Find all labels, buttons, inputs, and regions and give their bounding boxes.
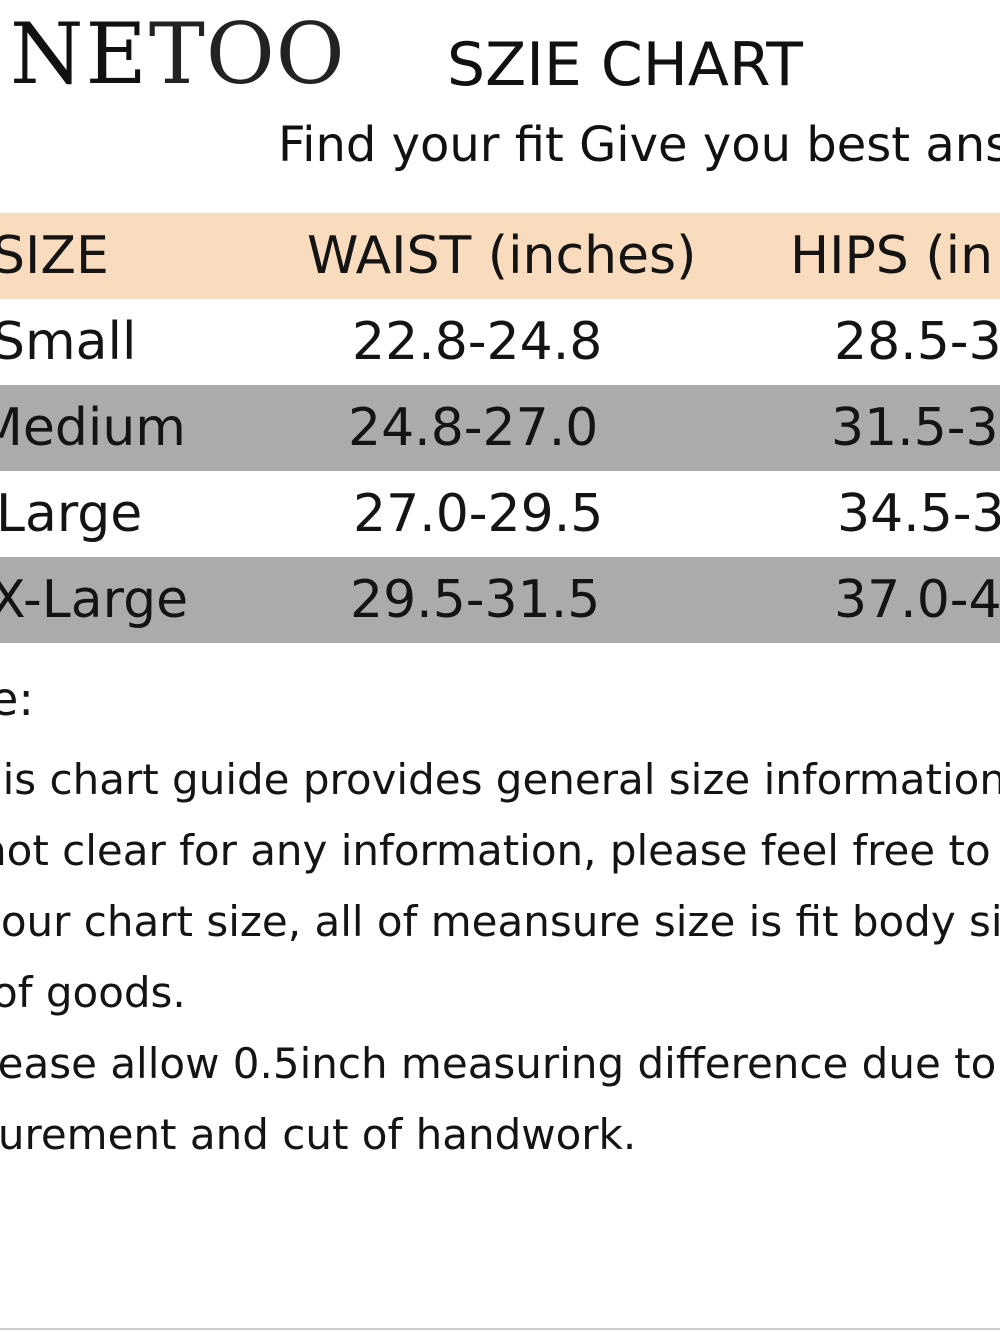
note-line: not clear for any information, please fe… bbox=[0, 826, 1000, 875]
brand-logo-light: TOO bbox=[148, 5, 346, 103]
size-cell: X-Large bbox=[0, 570, 189, 630]
table-row: X-Large 29.5-31.5 37.0-40 bbox=[0, 557, 1000, 643]
size-table: SIZE WAIST (inches) HIPS (in Small 22.8-… bbox=[0, 213, 1000, 643]
page-title: SZIE CHART bbox=[447, 30, 803, 100]
page-subtitle: Find your fit Give you best ans bbox=[278, 117, 1000, 173]
size-cell: Small bbox=[0, 312, 137, 372]
note-line: surement and cut of handwork. bbox=[0, 1110, 637, 1159]
note-label: te: bbox=[0, 672, 34, 726]
table-row: Medium 24.8-27.0 31.5-34 bbox=[0, 385, 1000, 471]
size-cell: Medium bbox=[0, 398, 186, 458]
waist-cell: 29.5-31.5 bbox=[350, 570, 601, 630]
hips-cell: 37.0-40 bbox=[834, 570, 1000, 630]
note-line: his chart guide provides general size in… bbox=[0, 755, 1000, 804]
hips-cell: 34.5-37 bbox=[837, 484, 1000, 544]
waist-cell: 24.8-27.0 bbox=[348, 398, 599, 458]
column-header-hips: HIPS (in bbox=[790, 226, 994, 286]
table-row: Large 27.0-29.5 34.5-37 bbox=[0, 471, 1000, 557]
brand-logo: NETOO bbox=[10, 12, 346, 96]
hips-cell: 31.5-34 bbox=[831, 398, 1000, 458]
brand-logo-bold: NE bbox=[10, 5, 149, 103]
waist-cell: 27.0-29.5 bbox=[353, 484, 604, 544]
note-line: lease allow 0.5inch measuring difference… bbox=[0, 1039, 1000, 1088]
column-header-waist: WAIST (inches) bbox=[307, 226, 697, 286]
bottom-divider bbox=[0, 1328, 1000, 1330]
size-cell: Large bbox=[0, 484, 143, 544]
table-row: Small 22.8-24.8 28.5-31 bbox=[0, 299, 1000, 385]
hips-cell: 28.5-31 bbox=[834, 312, 1000, 372]
note-line: of goods. bbox=[0, 968, 186, 1017]
note-line: your chart size, all of meansure size is… bbox=[0, 897, 1000, 946]
table-header-row: SIZE WAIST (inches) HIPS (in bbox=[0, 213, 1000, 299]
waist-cell: 22.8-24.8 bbox=[352, 312, 603, 372]
column-header-size: SIZE bbox=[0, 226, 109, 286]
